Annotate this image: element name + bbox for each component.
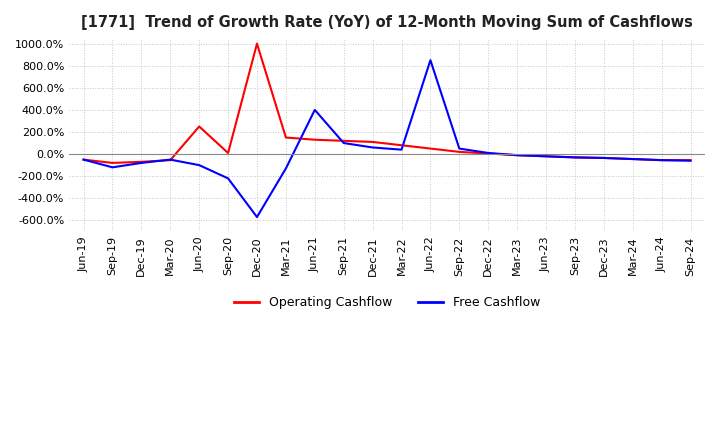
- Free Cashflow: [282, 166, 290, 171]
- Free Cashflow: [79, 157, 88, 162]
- Operating Cashflow: [686, 158, 695, 163]
- Operating Cashflow: [79, 157, 88, 162]
- Operating Cashflow: [253, 41, 261, 46]
- Free Cashflow: [369, 145, 377, 150]
- Operating Cashflow: [108, 160, 117, 165]
- Operating Cashflow: [657, 158, 666, 163]
- Free Cashflow: [484, 150, 492, 156]
- Operating Cashflow: [600, 155, 608, 161]
- Free Cashflow: [571, 155, 580, 160]
- Operating Cashflow: [571, 155, 580, 160]
- Free Cashflow: [253, 214, 261, 220]
- Free Cashflow: [513, 153, 521, 158]
- Operating Cashflow: [397, 143, 406, 148]
- Operating Cashflow: [224, 150, 233, 156]
- Free Cashflow: [426, 58, 435, 63]
- Operating Cashflow: [310, 137, 319, 143]
- Free Cashflow: [397, 147, 406, 152]
- Free Cashflow: [455, 146, 464, 151]
- Operating Cashflow: [369, 139, 377, 145]
- Free Cashflow: [195, 162, 204, 168]
- Operating Cashflow: [513, 153, 521, 158]
- Free Cashflow: [137, 160, 145, 165]
- Operating Cashflow: [455, 149, 464, 154]
- Operating Cashflow: [282, 135, 290, 140]
- Legend: Operating Cashflow, Free Cashflow: Operating Cashflow, Free Cashflow: [229, 291, 545, 314]
- Line: Free Cashflow: Free Cashflow: [84, 60, 690, 217]
- Free Cashflow: [339, 140, 348, 146]
- Free Cashflow: [166, 157, 174, 162]
- Free Cashflow: [310, 107, 319, 113]
- Free Cashflow: [541, 154, 550, 159]
- Operating Cashflow: [137, 159, 145, 165]
- Free Cashflow: [108, 165, 117, 170]
- Operating Cashflow: [166, 158, 174, 163]
- Free Cashflow: [224, 176, 233, 181]
- Free Cashflow: [629, 156, 637, 161]
- Free Cashflow: [600, 155, 608, 161]
- Operating Cashflow: [484, 151, 492, 156]
- Operating Cashflow: [426, 146, 435, 151]
- Operating Cashflow: [195, 124, 204, 129]
- Free Cashflow: [657, 158, 666, 163]
- Free Cashflow: [686, 158, 695, 163]
- Line: Operating Cashflow: Operating Cashflow: [84, 44, 690, 163]
- Operating Cashflow: [541, 154, 550, 159]
- Operating Cashflow: [339, 138, 348, 143]
- Title: [1771]  Trend of Growth Rate (YoY) of 12-Month Moving Sum of Cashflows: [1771] Trend of Growth Rate (YoY) of 12-…: [81, 15, 693, 30]
- Operating Cashflow: [629, 156, 637, 161]
